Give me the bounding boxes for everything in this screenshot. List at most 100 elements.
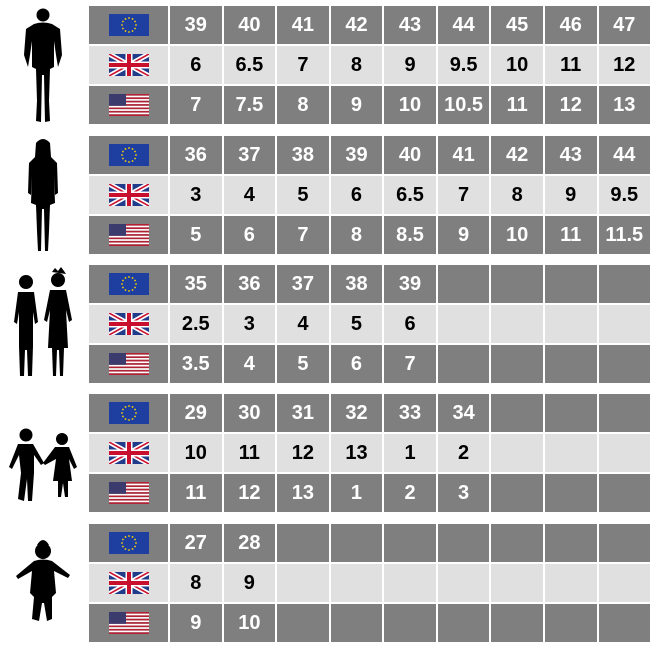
size-cell <box>598 394 650 432</box>
size-cell: 33 <box>384 394 436 432</box>
size-cell: 27 <box>170 524 222 562</box>
size-cell: 8 <box>491 176 543 214</box>
size-cell: 43 <box>544 136 597 174</box>
size-cell <box>330 524 383 562</box>
size-cell <box>598 524 650 562</box>
size-cell <box>544 524 597 562</box>
size-cell: 7 <box>437 176 490 214</box>
size-cell: 3 <box>170 176 222 214</box>
us-size-row: 3.5 4 5 6 7 <box>89 344 650 384</box>
size-cell: 37 <box>277 265 329 303</box>
size-cell: 7 <box>277 216 329 254</box>
uk-flag-icon <box>89 176 168 214</box>
size-cell: 9 <box>330 86 383 124</box>
uk-flag-icon <box>89 564 168 602</box>
size-cell: 10 <box>223 604 276 642</box>
size-cell: 41 <box>277 6 329 44</box>
size-cell: 40 <box>223 6 276 44</box>
size-cell <box>491 265 543 303</box>
size-cell: 6 <box>330 345 383 383</box>
size-cell: 46 <box>544 6 597 44</box>
size-group-men: 39 40 41 42 43 44 45 46 47 6 6.5 7 8 9 9.5 10 11 12 7 7.5 8 9… <box>0 5 650 125</box>
men-silhouette-icon <box>0 5 86 125</box>
eu-flag-icon <box>89 524 168 562</box>
size-cell: 11 <box>544 46 597 84</box>
size-cell <box>544 265 597 303</box>
size-cell <box>437 345 490 383</box>
size-cell: 10.5 <box>437 86 490 124</box>
size-cell <box>384 564 436 602</box>
eu-size-row: 36 37 38 39 40 41 42 43 44 <box>89 135 650 175</box>
size-cell: 36 <box>170 136 222 174</box>
uk-flag-icon <box>89 434 168 472</box>
eu-flag-icon <box>89 6 168 44</box>
size-cell <box>491 345 543 383</box>
size-cell: 42 <box>330 6 383 44</box>
size-cell: 6 <box>170 46 222 84</box>
size-cell: 6.5 <box>223 46 276 84</box>
size-cell <box>544 345 597 383</box>
size-cell: 29 <box>170 394 222 432</box>
size-cell <box>384 604 436 642</box>
size-cell: 6 <box>384 305 436 343</box>
size-cell: 9 <box>384 46 436 84</box>
size-cell <box>544 305 597 343</box>
size-cell <box>437 564 490 602</box>
size-cell: 2.5 <box>170 305 222 343</box>
size-cell: 12 <box>544 86 597 124</box>
size-cell <box>330 604 383 642</box>
women-silhouette-icon <box>0 135 86 255</box>
us-size-row: 5 6 7 8 8.5 9 10 11 11.5 <box>89 215 650 255</box>
us-flag-icon <box>89 345 168 383</box>
eu-size-row: 35 36 37 38 39 <box>89 264 650 304</box>
kids-silhouette-icon <box>0 393 86 513</box>
size-cell: 9 <box>170 604 222 642</box>
size-cell: 47 <box>598 6 650 44</box>
size-cell <box>598 564 650 602</box>
size-cell: 6 <box>223 216 276 254</box>
size-cell: 39 <box>170 6 222 44</box>
size-cell: 5 <box>277 345 329 383</box>
size-cell: 36 <box>223 265 276 303</box>
toddler-silhouette-icon <box>0 523 86 643</box>
size-cell <box>491 305 543 343</box>
size-cell: 11 <box>170 474 222 512</box>
size-cell: 7 <box>384 345 436 383</box>
size-cell <box>598 305 650 343</box>
size-cell: 10 <box>384 86 436 124</box>
size-cell: 5 <box>170 216 222 254</box>
size-cell <box>598 265 650 303</box>
eu-size-row: 29 30 31 32 33 34 <box>89 393 650 433</box>
size-cell: 42 <box>491 136 543 174</box>
size-cell: 45 <box>491 6 543 44</box>
size-cell: 9 <box>437 216 490 254</box>
size-cell <box>544 394 597 432</box>
size-cell <box>330 564 383 602</box>
size-cell: 34 <box>437 394 490 432</box>
size-cell: 13 <box>277 474 329 512</box>
size-cell <box>491 604 543 642</box>
size-cell: 39 <box>330 136 383 174</box>
size-cell: 35 <box>170 265 222 303</box>
size-cell: 8.5 <box>384 216 436 254</box>
size-cell <box>544 564 597 602</box>
size-cell: 13 <box>598 86 650 124</box>
size-cell <box>598 345 650 383</box>
size-cell: 40 <box>384 136 436 174</box>
size-cell <box>491 394 543 432</box>
us-size-row: 11 12 13 1 2 3 <box>89 473 650 513</box>
size-cell <box>491 524 543 562</box>
size-cell: 9.5 <box>437 46 490 84</box>
size-cell <box>437 524 490 562</box>
size-cell: 3 <box>437 474 490 512</box>
size-cell: 1 <box>330 474 383 512</box>
size-cell: 8 <box>170 564 222 602</box>
size-cell: 10 <box>170 434 222 472</box>
size-cell: 11 <box>223 434 276 472</box>
size-cell: 4 <box>223 176 276 214</box>
size-cell: 2 <box>384 474 436 512</box>
size-cell: 38 <box>330 265 383 303</box>
size-cell <box>277 524 329 562</box>
size-group-kids: 29 30 31 32 33 34 10 11 12 13 1 2 11 12 13 1 2 3 <box>0 393 650 513</box>
